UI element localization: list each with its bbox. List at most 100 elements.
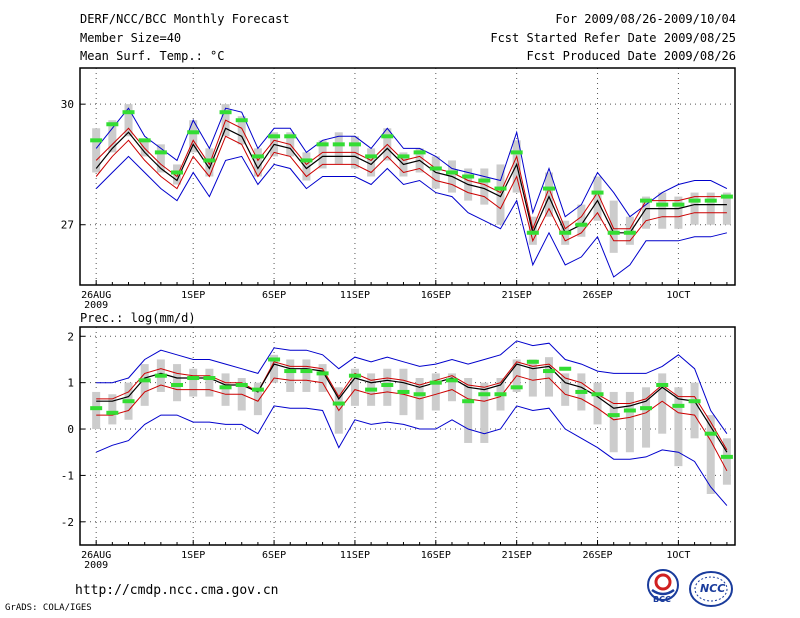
- prec-xsublabel: 2009: [84, 560, 108, 571]
- temp-median-mark: [235, 118, 248, 123]
- prec-box: [690, 382, 699, 439]
- prec-median-mark: [462, 399, 475, 404]
- prec-xlabel: 11SEP: [340, 550, 370, 561]
- prec-median-mark: [510, 385, 523, 390]
- temp-max-line: [95, 107, 728, 218]
- prec-box: [108, 394, 117, 425]
- precip-panel-label: Prec.: log(mm/d): [80, 311, 196, 325]
- prec-median-mark: [575, 389, 588, 394]
- temp-median-mark: [575, 222, 588, 227]
- prec-median-mark: [365, 387, 378, 392]
- prec-box: [286, 359, 295, 392]
- temp-median-mark: [543, 186, 556, 191]
- prec-box: [221, 373, 230, 406]
- temp-median-mark: [284, 134, 297, 139]
- temp-xlabel: 11SEP: [340, 290, 370, 301]
- temp-box: [722, 192, 731, 225]
- bcc-logo: BCC: [642, 568, 684, 608]
- prec-median-mark: [704, 431, 717, 436]
- temp-median-mark: [526, 230, 539, 235]
- temp-box: [545, 172, 554, 217]
- prec-median-mark: [623, 408, 636, 413]
- temp-median-mark: [656, 202, 669, 207]
- prec-median-mark: [251, 387, 264, 392]
- temp-box: [302, 152, 311, 181]
- prec-median-mark: [672, 403, 685, 408]
- prec-median-mark: [413, 392, 426, 397]
- temp-xlabel: 16SEP: [421, 290, 451, 301]
- temp-box: [642, 196, 651, 229]
- temp-box: [173, 164, 182, 185]
- temp-box: [496, 164, 505, 225]
- temp-box: [318, 140, 327, 169]
- temp-xlabel: 26AUG: [81, 290, 111, 301]
- temp-xlabel: 21SEP: [502, 290, 532, 301]
- temp-median-mark: [462, 174, 475, 179]
- ncc-logo-text: NCC: [700, 582, 726, 595]
- prec-ylabel: 1: [67, 377, 74, 390]
- temp-median-mark: [559, 230, 572, 235]
- prec-median-mark: [332, 401, 345, 406]
- footer-url[interactable]: http://cmdp.ncc.cma.gov.cn: [75, 583, 279, 598]
- prec-box: [189, 368, 198, 397]
- temp-median-mark: [510, 150, 523, 155]
- prec-box: [561, 373, 570, 406]
- bcc-logo-text: BCC: [653, 595, 671, 604]
- prec-box: [205, 368, 214, 397]
- temp-median-mark: [300, 158, 313, 163]
- prec-mean-line: [96, 363, 728, 453]
- temp-median-mark: [365, 154, 378, 159]
- prec-box: [706, 415, 715, 494]
- prec-box: [383, 368, 392, 406]
- temp-box: [625, 216, 634, 245]
- prec-median-mark: [397, 389, 410, 394]
- prec-xlabel: 16SEP: [421, 550, 451, 561]
- temp-min-line: [95, 155, 728, 278]
- prec-box: [464, 378, 473, 443]
- prec-median-mark: [381, 382, 394, 387]
- prec-spread-lower-line: [96, 375, 728, 472]
- temp-median-mark: [688, 198, 701, 203]
- prec-max-line: [96, 340, 728, 434]
- chart-title: DERF/NCC/BCC Monthly Forecast: [80, 12, 290, 26]
- prec-spread-upper-line: [96, 361, 728, 451]
- prec-xlabel: 26AUG: [81, 550, 111, 561]
- prec-median-mark: [138, 378, 151, 383]
- prec-box: [270, 354, 279, 383]
- temp-box: [108, 120, 117, 153]
- forecast-period: For 2009/08/26-2009/10/04: [555, 12, 736, 26]
- temp-xlabel: 1SEP: [181, 290, 205, 301]
- prec-median-mark: [720, 454, 733, 459]
- prec-median-mark: [478, 392, 491, 397]
- temp-box: [658, 192, 667, 229]
- temp-median-mark: [268, 134, 281, 139]
- prec-box: [173, 364, 182, 402]
- prec-median-mark: [219, 385, 232, 390]
- prec-box: [431, 373, 440, 411]
- prec-box: [545, 357, 554, 397]
- temp-box: [92, 128, 101, 173]
- prec-xlabel: 1OCT: [666, 550, 690, 561]
- temp-box: [593, 176, 602, 221]
- temp-box: [674, 196, 683, 229]
- prec-median-mark: [203, 376, 216, 381]
- prec-box: [350, 368, 359, 406]
- prec-ylabel: -1: [61, 469, 74, 482]
- temp-median-mark: [704, 198, 717, 203]
- temp-xlabel: 1OCT: [666, 290, 690, 301]
- temp-median-mark: [720, 194, 733, 199]
- temp-median-mark: [397, 154, 410, 159]
- prec-median-mark: [235, 382, 248, 387]
- prec-box: [528, 359, 537, 397]
- temp-box: [124, 104, 133, 137]
- temp-median-mark: [623, 230, 636, 235]
- prec-xlabel: 6SEP: [262, 550, 286, 561]
- temp-median-mark: [138, 138, 151, 143]
- temp-median-mark: [591, 190, 604, 195]
- prec-median-mark: [187, 376, 200, 381]
- temp-ylabel: 30: [61, 98, 74, 111]
- temp-box: [253, 148, 262, 177]
- temp-median-mark: [478, 178, 491, 183]
- fcst-start-date: Fcst Started Refer Date 2009/08/25: [490, 31, 736, 45]
- prec-box: [447, 373, 456, 402]
